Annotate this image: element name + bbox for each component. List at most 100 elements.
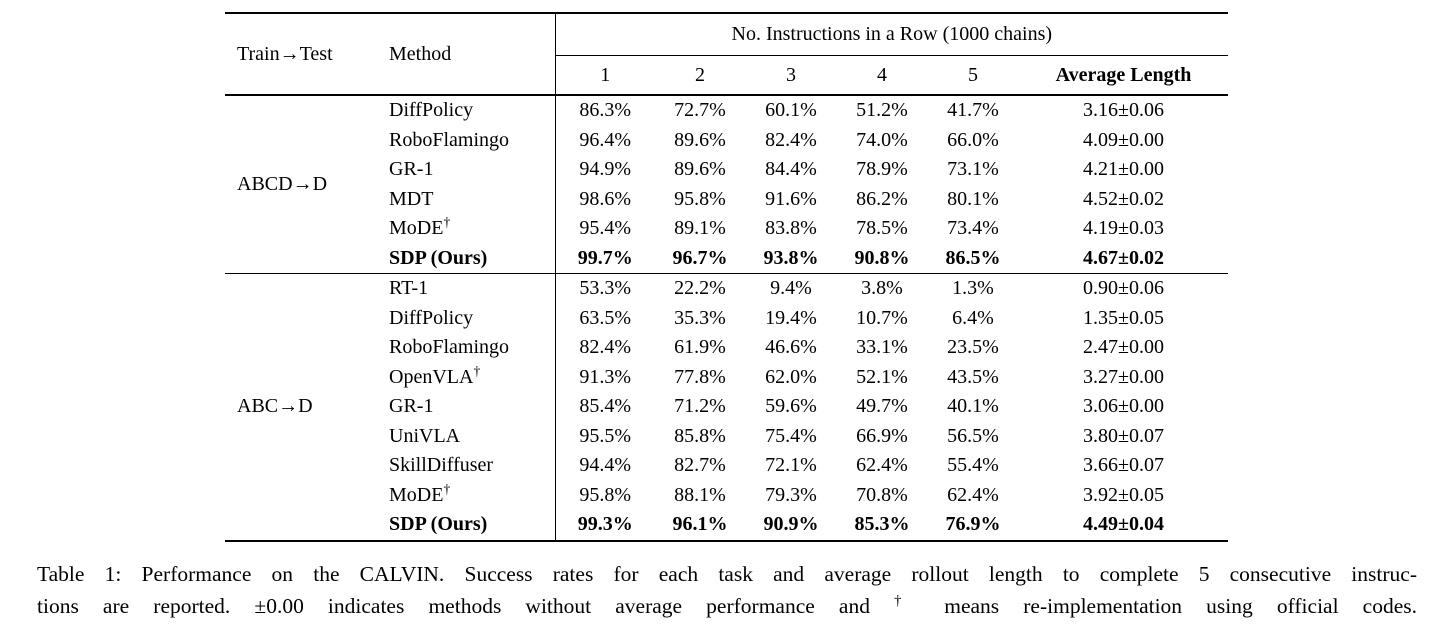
value-cell: 56.5% xyxy=(947,424,999,447)
table-row: MoDE† 95.4% 89.1% 83.8% 78.5% 73.4% 4.19… xyxy=(225,214,1228,244)
value-cell: 98.6% xyxy=(554,184,655,214)
value-cell: 84.4% xyxy=(765,158,817,181)
value-cell: 82.4% xyxy=(554,333,655,363)
method-cell: RT-1 xyxy=(389,273,555,304)
value-cell: 85.3% xyxy=(854,513,910,536)
value-cell: 73.1% xyxy=(947,158,999,181)
value-cell: 66.9% xyxy=(856,424,908,447)
average-cell: 0.90±0.06 xyxy=(1019,273,1229,304)
value-cell: 89.6% xyxy=(674,128,726,151)
value-cell: 70.8% xyxy=(856,483,908,506)
value-cell: 74.0% xyxy=(856,128,908,151)
value-cell: 55.4% xyxy=(947,454,999,477)
value-cell: 53.3% xyxy=(554,273,655,304)
caption-line-2-post: means re-implementation using official c… xyxy=(920,593,1417,618)
value-cell: 96.4% xyxy=(554,125,655,155)
value-cell: 82.7% xyxy=(674,454,726,477)
value-cell: 96.1% xyxy=(672,513,728,536)
average-cell: 3.27±0.00 xyxy=(1083,365,1164,388)
col-header-average-length: Average Length xyxy=(1019,55,1229,96)
value-cell: 40.1% xyxy=(947,395,999,418)
table-row: RoboFlamingo 96.4% 89.6% 82.4% 74.0% 66.… xyxy=(225,125,1228,156)
average-cell: 3.16±0.06 xyxy=(1083,99,1164,122)
value-cell: 91.3% xyxy=(554,362,655,392)
average-cell: 4.09±0.00 xyxy=(1083,128,1164,151)
col-header-3: 3 xyxy=(745,55,837,96)
average-cell: 3.06±0.00 xyxy=(1083,395,1164,418)
method-name: MDT xyxy=(389,187,434,210)
value-cell: 76.9% xyxy=(945,513,1001,536)
value-cell: 49.7% xyxy=(856,395,908,418)
value-cell: 72.7% xyxy=(674,99,726,122)
average-cell: 3.66±0.07 xyxy=(1083,454,1164,477)
average-cell: 1.35±0.05 xyxy=(1083,306,1164,329)
value-cell: 62.4% xyxy=(856,454,908,477)
method-cell: RoboFlamingo xyxy=(389,126,555,156)
value-cell: 77.8% xyxy=(674,365,726,388)
value-cell: 51.2% xyxy=(856,99,908,122)
results-table-container: Train→Test Method No. Instructions in a … xyxy=(225,12,1229,542)
method-name: RoboFlamingo xyxy=(389,336,510,359)
table-row: DiffPolicy 63.5% 35.3% 19.4% 10.7% 6.4% … xyxy=(225,303,1228,334)
method-name: SDP (Ours) xyxy=(389,513,488,536)
col-header-train-test: Train→Test xyxy=(225,13,389,96)
value-cell: 90.8% xyxy=(854,246,910,269)
value-cell: 91.6% xyxy=(765,187,817,210)
value-cell: 52.1% xyxy=(856,365,908,388)
method-cell: SkillDiffuser xyxy=(389,451,555,481)
table-row: GR-1 85.4% 71.2% 59.6% 49.7% 40.1% 3.06±… xyxy=(225,392,1228,422)
table-row: RoboFlamingo 82.4% 61.9% 46.6% 33.1% 23.… xyxy=(225,333,1228,363)
method-cell: GR-1 xyxy=(389,392,555,422)
average-cell: 4.49±0.04 xyxy=(1083,513,1164,536)
value-cell: 66.0% xyxy=(947,128,999,151)
dagger-superscript: † xyxy=(473,363,481,379)
average-cell: 3.80±0.07 xyxy=(1083,424,1164,447)
value-cell: 86.3% xyxy=(554,95,655,126)
method-cell: GR-1 xyxy=(389,155,555,185)
value-cell: 41.7% xyxy=(947,99,999,122)
value-cell: 71.2% xyxy=(674,395,726,418)
value-cell: 88.1% xyxy=(674,483,726,506)
value-cell: 89.1% xyxy=(674,217,726,240)
value-cell: 78.9% xyxy=(856,158,908,181)
average-cell: 4.67±0.02 xyxy=(1083,246,1164,269)
table-row: SkillDiffuser 94.4% 82.7% 72.1% 62.4% 55… xyxy=(225,451,1228,481)
method-name: UniVLA xyxy=(389,424,461,447)
dagger-superscript: † xyxy=(443,214,451,230)
average-cell: 3.92±0.05 xyxy=(1083,483,1164,506)
method-cell: SDP (Ours) xyxy=(389,244,555,274)
col-header-2: 2 xyxy=(655,55,745,96)
table-row-best: SDP (Ours) 99.7% 96.7% 93.8% 90.8% 86.5%… xyxy=(225,243,1228,274)
method-name: DiffPolicy xyxy=(389,99,474,122)
value-cell: 93.8% xyxy=(763,246,819,269)
average-cell: 4.21±0.00 xyxy=(1083,158,1164,181)
group-cell: ABC→D xyxy=(225,273,389,541)
value-cell: 79.3% xyxy=(765,483,817,506)
header-row-cols: 1 2 3 4 5 Average Length xyxy=(225,55,1229,96)
value-cell: 6.4% xyxy=(952,306,994,329)
value-cell: 85.4% xyxy=(554,392,655,422)
method-name: OpenVLA xyxy=(389,365,474,388)
col-header-4: 4 xyxy=(837,55,927,96)
table-row: ABC→D RT-1 53.3% 22.2% 9.4% 3.8% 1.3% 0.… xyxy=(225,273,1229,541)
table-row: ABCD→D DiffPolicy 86.3% 72.7% 60.1% 51.2… xyxy=(225,95,1228,195)
method-cell: DiffPolicy xyxy=(389,95,555,126)
header-row-span: Train→Test Method No. Instructions in a … xyxy=(225,13,1229,96)
group-abcd-d: ABCD→D DiffPolicy 86.3% 72.7% 60.1% 51.2… xyxy=(225,95,1228,274)
group-cell: ABCD→D xyxy=(237,173,328,195)
method-cell: UniVLA xyxy=(389,422,555,452)
method-cell: MoDE† xyxy=(389,481,555,511)
table-row: OpenVLA† 91.3% 77.8% 62.0% 52.1% 43.5% 3… xyxy=(225,362,1228,392)
group-abc-d: ABC→D RT-1 53.3% 22.2% 9.4% 3.8% 1.3% 0.… xyxy=(225,273,1229,541)
value-cell: 3.8% xyxy=(837,273,927,304)
method-name: DiffPolicy xyxy=(389,306,474,329)
value-cell: 72.1% xyxy=(765,454,817,477)
method-cell: DiffPolicy xyxy=(389,304,555,334)
table-row: GR-1 94.9% 89.6% 84.4% 78.9% 73.1% 4.21±… xyxy=(225,155,1228,185)
value-cell: 99.7% xyxy=(554,243,655,274)
value-cell: 75.4% xyxy=(765,424,817,447)
value-cell: 86.2% xyxy=(856,187,908,210)
table-caption: Table 1: Performance on the CALVIN. Succ… xyxy=(37,559,1417,622)
results-table: Train→Test Method No. Instructions in a … xyxy=(225,12,1229,542)
